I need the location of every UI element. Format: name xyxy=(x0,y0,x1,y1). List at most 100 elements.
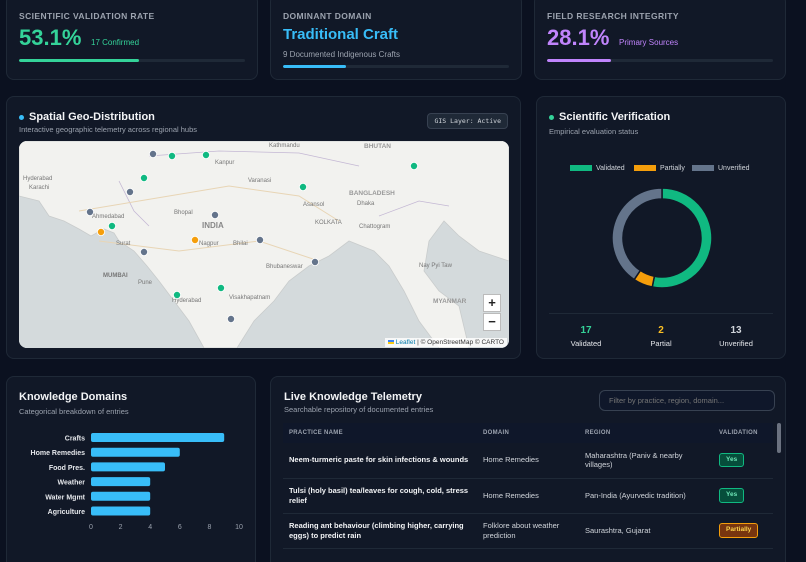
x-tick-label: 10 xyxy=(235,524,243,531)
map-label: Surat xyxy=(116,241,131,247)
kpi-card-domain: DOMINANT DOMAIN Traditional Craft 9 Docu… xyxy=(270,0,522,80)
table-row[interactable]: Neem-turmeric paste for skin infections … xyxy=(283,443,773,479)
kpi-card-integrity: FIELD RESEARCH INTEGRITY 28.1% Primary S… xyxy=(534,0,786,80)
map-label: Pune xyxy=(138,280,153,286)
verification-card: Scientific Verification Empirical evalua… xyxy=(536,96,786,359)
bar[interactable] xyxy=(91,462,165,472)
kpi-progress-track xyxy=(547,59,773,62)
bar[interactable] xyxy=(91,447,180,457)
practice-cell: Neem-turmeric paste for skin infections … xyxy=(283,443,477,479)
map-marker[interactable] xyxy=(210,211,219,220)
flag-icon xyxy=(387,340,394,345)
donut-slice-unverified[interactable] xyxy=(611,187,663,281)
map-marker[interactable] xyxy=(108,222,117,231)
map-canvas: Kathmandu BHUTAN Kanpur Varanasi Asansol… xyxy=(19,141,509,348)
map-label: Chattogram xyxy=(359,224,390,230)
validation-badge: Yes xyxy=(719,453,745,468)
region-cell: Saurashtra, Gujarat xyxy=(579,513,713,549)
kpi-value: Traditional Craft xyxy=(283,26,399,43)
kpi-sub: 17 Confirmed xyxy=(91,38,140,47)
column-header[interactable]: PRACTICE NAME xyxy=(283,423,477,443)
column-header[interactable]: VALIDATION xyxy=(713,423,773,443)
geo-subtitle: Interactive geographic telemetry across … xyxy=(19,125,198,134)
legend-label: Partially xyxy=(660,165,685,172)
bar[interactable] xyxy=(91,477,151,487)
geo-map[interactable]: Kathmandu BHUTAN Kanpur Varanasi Asansol… xyxy=(19,141,509,348)
map-label: Bhubaneswar xyxy=(266,264,303,270)
map-marker[interactable] xyxy=(409,161,418,170)
stat-partial-value: 2 xyxy=(658,325,664,336)
zoom-out-button[interactable]: − xyxy=(483,313,501,331)
legend-validated: Validated xyxy=(570,165,625,172)
domains-bar-chart: Crafts Home Remedies Food Pres. Weather Wate… xyxy=(31,433,243,531)
validation-badge: Partially xyxy=(719,523,759,538)
bar-label: Food Pres. xyxy=(49,465,85,472)
bar[interactable] xyxy=(91,491,151,501)
map-marker[interactable] xyxy=(86,208,95,217)
map-label: BANGLADESH xyxy=(349,190,395,197)
geo-title: Spatial Geo-Distribution xyxy=(19,111,155,123)
table-row[interactable]: Reading ant behaviour (climbing higher, … xyxy=(283,513,773,549)
map-label: Nagpur xyxy=(199,241,219,247)
telemetry-subtitle: Searchable repository of documented entr… xyxy=(284,405,434,414)
map-marker[interactable] xyxy=(310,258,319,267)
bar-label: Agriculture xyxy=(48,509,85,516)
domain-cell: Folklore about weather prediction xyxy=(477,513,579,549)
stats-divider xyxy=(549,313,773,314)
verification-subtitle: Empirical evaluation status xyxy=(549,127,639,136)
zoom-in-button[interactable]: + xyxy=(483,294,501,312)
bar[interactable] xyxy=(91,433,225,442)
map-marker[interactable] xyxy=(126,188,135,197)
map-marker[interactable] xyxy=(172,290,181,299)
map-marker[interactable] xyxy=(167,151,176,160)
map-marker[interactable] xyxy=(190,236,199,245)
legend-swatch xyxy=(570,165,592,172)
map-marker[interactable] xyxy=(201,150,210,159)
bar[interactable] xyxy=(91,506,151,516)
domains-subtitle: Categorical breakdown of entries xyxy=(19,407,129,416)
map-label: Hyderabad xyxy=(172,298,201,304)
leaflet-link[interactable]: Leaflet xyxy=(395,339,416,346)
donut-slice-validated[interactable] xyxy=(651,187,713,289)
map-marker[interactable] xyxy=(97,228,106,237)
column-header[interactable]: DOMAIN xyxy=(477,423,579,443)
table-scrollbar[interactable] xyxy=(777,423,781,453)
landmass xyxy=(19,141,509,348)
table-row[interactable]: Tulsi (holy basil) tea/leaves for cough,… xyxy=(283,478,773,514)
stat-unverified-value: 13 xyxy=(730,325,742,336)
map-label: Kathmandu xyxy=(269,143,300,149)
map-marker[interactable] xyxy=(255,236,264,245)
map-marker[interactable] xyxy=(216,283,225,292)
map-label: Kanpur xyxy=(215,160,234,166)
map-marker[interactable] xyxy=(298,183,307,192)
geo-card: Spatial Geo-Distribution Interactive geo… xyxy=(6,96,521,359)
region-cell: Maharashtra (Paniv & nearby villages) xyxy=(579,443,713,479)
stat-partial-label: Partial xyxy=(650,339,672,348)
stat-validated-label: Validated xyxy=(570,339,602,348)
validation-cell: Partially xyxy=(713,513,773,549)
legend-swatch xyxy=(634,165,656,172)
filter-input[interactable] xyxy=(599,390,775,411)
attribution-text: | © OpenStreetMap © CARTO xyxy=(417,339,504,346)
bar-label: Water Mgmt xyxy=(45,494,85,501)
table-header-row: PRACTICE NAME DOMAIN REGION VALIDATION xyxy=(283,423,773,443)
map-marker[interactable] xyxy=(226,314,235,323)
map-label: Varanasi xyxy=(248,178,271,184)
validation-cell: Yes xyxy=(713,478,773,514)
kpi-value: 28.1% xyxy=(547,25,610,50)
map-marker[interactable] xyxy=(140,248,149,257)
stat-unverified-label: Unverified xyxy=(719,339,753,348)
telemetry-table: PRACTICE NAME DOMAIN REGION VALIDATION N… xyxy=(283,423,773,549)
domains-title: Knowledge Domains xyxy=(19,391,128,403)
map-label: Nay Pyi Taw xyxy=(419,263,453,269)
x-tick-label: 4 xyxy=(148,524,152,531)
column-header[interactable]: REGION xyxy=(579,423,713,443)
map-attribution: Leaflet | © OpenStreetMap © CARTO xyxy=(384,338,507,347)
kpi-card-validation: SCIENTIFIC VALIDATION RATE 53.1% 17 Conf… xyxy=(6,0,258,80)
gis-layer-badge: GIS Layer: Active xyxy=(427,113,508,129)
map-marker[interactable] xyxy=(140,174,149,183)
legend-label: Validated xyxy=(596,165,625,172)
map-marker[interactable] xyxy=(148,149,157,158)
domains-card: Knowledge Domains Categorical breakdown … xyxy=(6,376,256,562)
road-line xyxy=(78,185,340,222)
